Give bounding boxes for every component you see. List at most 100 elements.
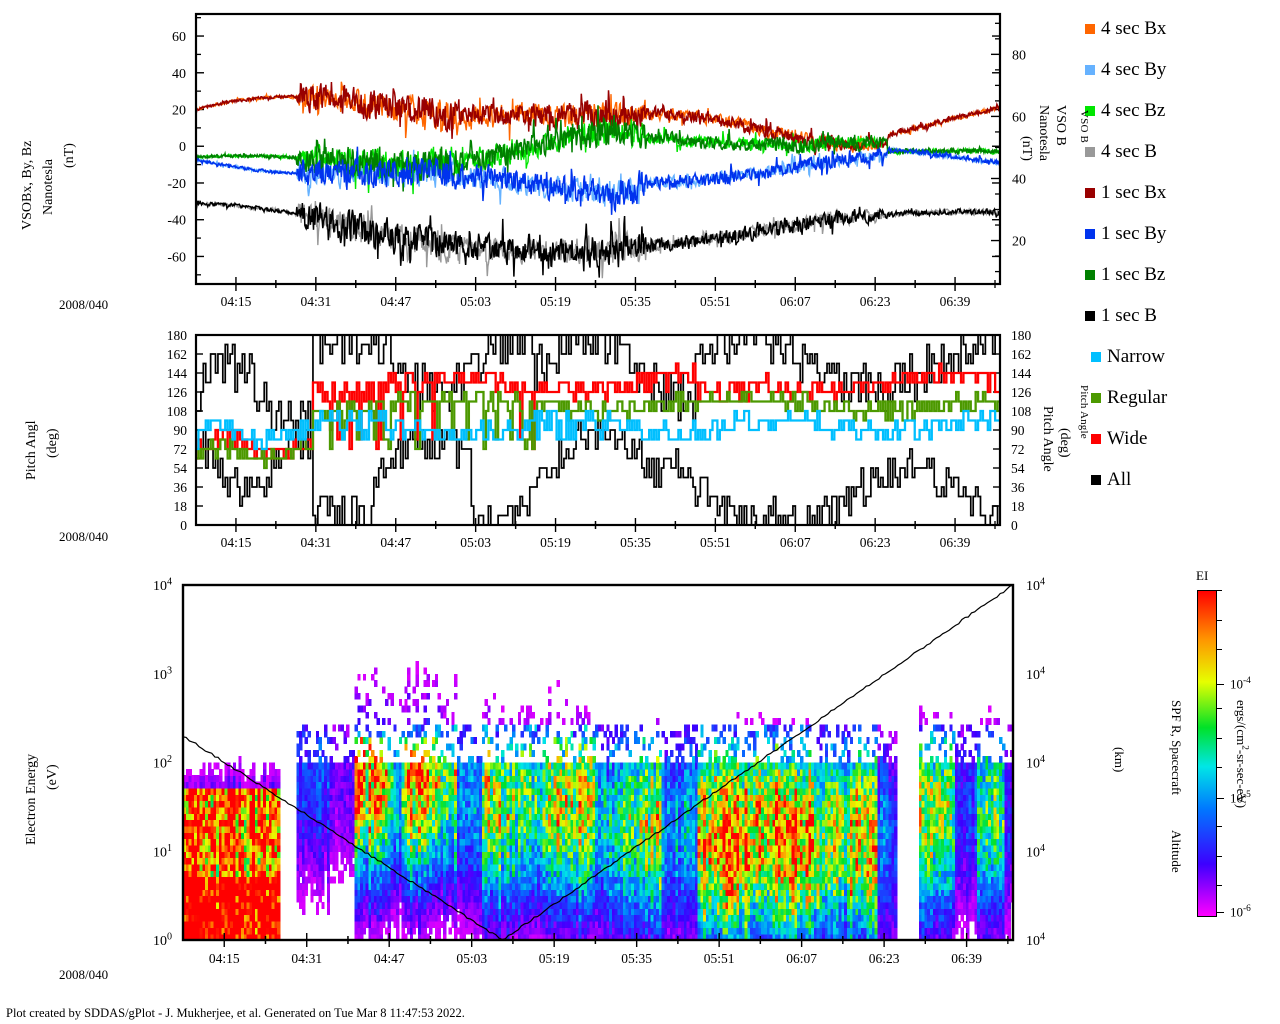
panel3-ylabel-left-text: Electron Energy [24, 753, 39, 845]
legend-item-4-sec-b[interactable]: 4 sec B [1085, 131, 1275, 172]
svg-text:90: 90 [174, 423, 188, 438]
svg-text:102: 102 [153, 754, 172, 771]
svg-text:104: 104 [1026, 577, 1045, 594]
legend-item-1-sec-by[interactable]: 1 sec By [1085, 213, 1275, 254]
legend-item-1-sec-b[interactable]: 1 sec B [1085, 295, 1275, 336]
panel2-ylabel-left2: (deg) [45, 428, 61, 458]
legend-item-4-sec-by[interactable]: 4 sec By [1085, 49, 1275, 90]
footer-credit: Plot created by SDDAS/gPlot - J. Mukherj… [6, 1006, 465, 1020]
panel1-ylabel-left-text: VSOBx, By, Bz [20, 140, 35, 230]
svg-text:05:03: 05:03 [460, 535, 491, 550]
panel-magnetic-field: -60 -40 -20 0 20 40 60 20 40 60 80 04:15 04:31 04:47 0… [0, 0, 1080, 320]
svg-text:18: 18 [174, 499, 188, 514]
svg-text:180: 180 [1011, 328, 1032, 343]
svg-text:101: 101 [153, 843, 172, 860]
svg-text:06:07: 06:07 [780, 535, 811, 550]
svg-text:60: 60 [1012, 110, 1026, 125]
legend-group-label-pitch-angle: Pitch Angle [1078, 385, 1090, 439]
svg-text:05:03: 05:03 [460, 294, 491, 309]
svg-text:06:23: 06:23 [860, 535, 891, 550]
legend-swatch-icon [1091, 433, 1101, 444]
magnetic-field-chart: -60 -40 -20 0 20 40 60 20 40 60 80 04:15 04:31 04:47 0… [167, 12, 1026, 309]
panel2-ylabel-right2-text: (deg) [1057, 428, 1072, 458]
legend-swatch-icon [1085, 187, 1095, 198]
legend-item-wide[interactable]: Wide [1085, 418, 1275, 459]
legend-item-label: 4 sec Bz [1101, 100, 1166, 121]
svg-text:60: 60 [172, 30, 186, 45]
colorbar-title: EI [1196, 568, 1209, 583]
svg-text:04:47: 04:47 [380, 294, 411, 309]
svg-text:05:19: 05:19 [540, 294, 571, 309]
colorbar [1197, 590, 1217, 917]
panel1-ylabel-right2-text: Nanotesla [1036, 105, 1051, 161]
legend-item-narrow[interactable]: Narrow [1085, 336, 1275, 377]
colorbar-unit-text: ergs/(cm2-sr-sec-eV) [1233, 700, 1249, 809]
legend-swatch-icon [1085, 23, 1095, 34]
svg-text:104: 104 [1026, 665, 1045, 682]
legend-group-label-vso-b: VSO B [1078, 110, 1090, 143]
colorbar-minor-tick [1216, 855, 1222, 857]
legend-swatch-icon [1085, 269, 1095, 280]
svg-text:54: 54 [174, 461, 188, 476]
svg-text:06:39: 06:39 [940, 294, 971, 309]
legend-item-label: 1 sec By [1101, 223, 1167, 244]
svg-text:-60: -60 [167, 250, 186, 265]
panel2-ylabel-right-text: Pitch Angle [1040, 406, 1055, 472]
legend-group-label-pitch-angle-text: Pitch Angle [1078, 385, 1090, 439]
colorbar-minor-tick [1216, 767, 1222, 769]
colorbar-major-tick [1216, 912, 1224, 914]
legend-group-label-vso-b-text: VSO B [1078, 110, 1090, 144]
legend-item-regular[interactable]: Regular [1085, 377, 1275, 418]
legend-item-1-sec-bz[interactable]: 1 sec Bz [1085, 254, 1275, 295]
svg-text:05:51: 05:51 [700, 294, 731, 309]
legend-swatch-icon [1085, 228, 1095, 239]
svg-text:90: 90 [1011, 423, 1025, 438]
colorbar-minor-tick [1216, 826, 1222, 828]
panel2-ylabel-left2-text: (deg) [45, 428, 60, 458]
legend-item-label: 4 sec B [1101, 141, 1157, 162]
legend-item-label: All [1107, 469, 1132, 490]
svg-text:180: 180 [167, 328, 188, 343]
colorbar-major-tick [1216, 797, 1224, 799]
panel1-ylabel-right3: (nT) [1018, 136, 1034, 161]
legend-item-all[interactable]: All [1085, 459, 1275, 500]
legend-item-1-sec-bx[interactable]: 1 sec Bx [1085, 172, 1275, 213]
svg-text:04:15: 04:15 [221, 294, 252, 309]
svg-text:126: 126 [1011, 385, 1032, 400]
panel1-ylabel-right2: Nanotesla [1035, 105, 1051, 161]
panel2-ylabel-left: Pitch Angl [24, 420, 40, 480]
svg-text:104: 104 [1026, 843, 1045, 860]
panel1-ylabel-left3: (nT) [62, 143, 78, 168]
colorbar-major-tick [1216, 683, 1224, 685]
legend-item-4-sec-bx[interactable]: 4 sec Bx [1085, 8, 1275, 49]
pitch-angle-chart: 0 0 18 18 36 36 54 54 72 72 90 90 108 108 126 126 144 144… [167, 328, 1032, 550]
svg-text:100: 100 [153, 932, 172, 949]
svg-text:108: 108 [1011, 404, 1032, 419]
svg-text:162: 162 [167, 347, 187, 362]
panel3-ylabel-left2-text: (eV) [45, 764, 60, 790]
colorbar-minor-tick [1216, 737, 1222, 739]
svg-text:05:51: 05:51 [700, 535, 731, 550]
panel1-ylabel-left2: Nanotesla [41, 159, 57, 215]
svg-text:80: 80 [1012, 48, 1026, 63]
legend-swatch-icon [1091, 474, 1101, 485]
svg-text:05:19: 05:19 [540, 535, 571, 550]
svg-text:72: 72 [1011, 442, 1025, 457]
svg-text:0: 0 [1011, 518, 1018, 533]
legend-item-label: 1 sec Bz [1101, 264, 1166, 285]
svg-text:104: 104 [153, 577, 172, 594]
svg-text:36: 36 [1011, 480, 1025, 495]
legend: 4 sec Bx 4 sec By 4 sec Bz 4 sec B 1 sec Bx 1… [1085, 8, 1275, 500]
panel3-ylabel-right2: Altitude [1168, 830, 1184, 873]
panel3-ylabel-right3-text: (km) [1112, 747, 1127, 773]
panel3-date-label: 2008/040 [59, 967, 109, 982]
panel1-ylabel-right3-text: (nT) [1019, 136, 1034, 161]
legend-swatch-icon [1091, 351, 1101, 362]
legend-swatch-icon [1091, 392, 1101, 403]
legend-item-4-sec-bz[interactable]: 4 sec Bz [1085, 90, 1275, 131]
svg-text:04:31: 04:31 [300, 535, 331, 550]
panel2-date-label: 2008/040 [59, 529, 109, 544]
panel2-ylabel-right2: (deg) [1056, 428, 1072, 458]
panel3-ylabel-left2: (eV) [45, 764, 61, 790]
